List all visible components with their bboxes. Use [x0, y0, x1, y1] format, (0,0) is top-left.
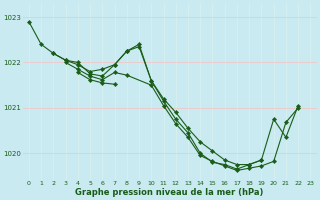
X-axis label: Graphe pression niveau de la mer (hPa): Graphe pression niveau de la mer (hPa) [76, 188, 264, 197]
